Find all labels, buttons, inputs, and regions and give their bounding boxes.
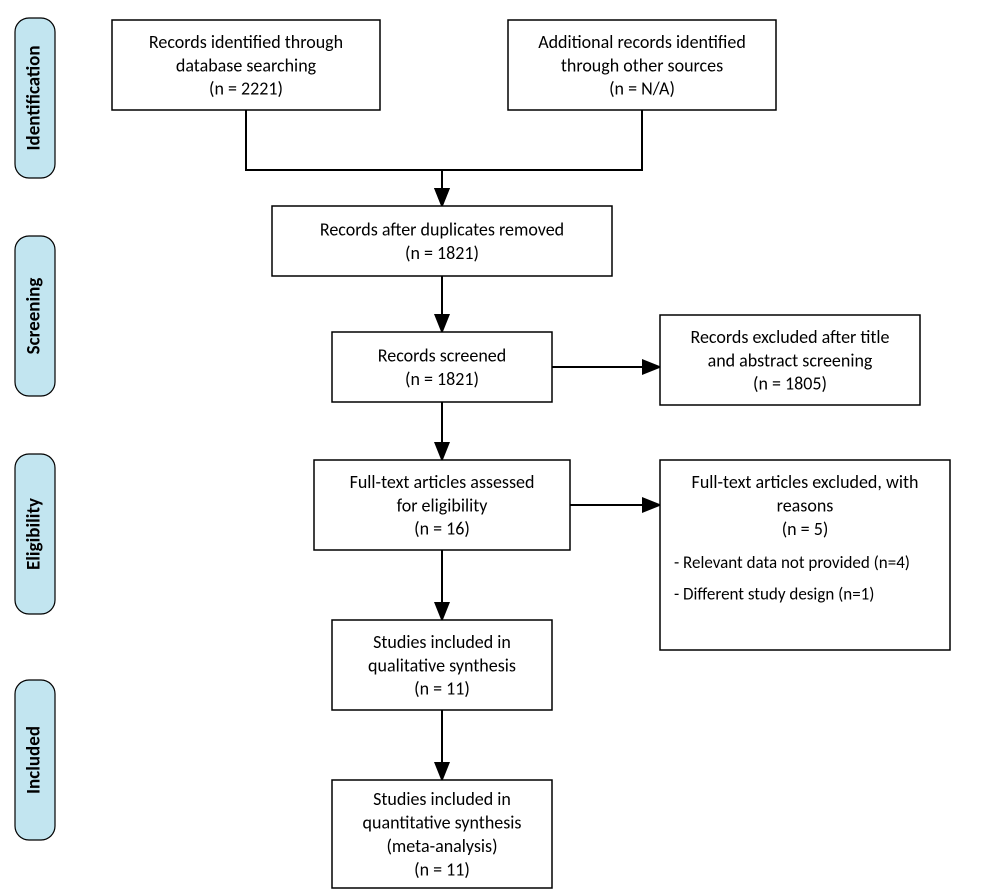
box-text: Records after duplicates removed — [320, 219, 564, 241]
box-text: Studies included in — [373, 631, 511, 653]
box-text: Full-text articles excluded, with — [692, 471, 919, 493]
box-text: (n = 16) — [414, 518, 470, 540]
box-text: (n = 1821) — [405, 242, 479, 264]
box-text: through other sources — [561, 54, 723, 76]
stage-eligibility: Eligibility — [15, 454, 55, 614]
box-text: Records screened — [378, 345, 506, 367]
box-fulltext: Full-text articles assessedfor eligibili… — [314, 460, 570, 550]
stage-included: Included — [15, 680, 55, 840]
box-text: (n = 5) — [782, 518, 829, 540]
box-qual: Studies included inqualitative synthesis… — [332, 620, 552, 710]
box-text: (n = 11) — [414, 858, 470, 880]
stage-label: Included — [23, 726, 46, 794]
stage-identification: Identification — [15, 18, 55, 178]
box-text: reasons — [777, 494, 834, 516]
box-text: database searching — [176, 54, 317, 76]
box-text: qualitative synthesis — [368, 654, 516, 676]
stage-label: Eligibility — [23, 498, 46, 570]
box-text: for eligibility — [397, 494, 489, 516]
box-text: (n = 1805) — [753, 373, 827, 395]
box-quant: Studies included inquantitative synthesi… — [332, 780, 552, 888]
box-text: (n = 2221) — [209, 78, 283, 100]
box-reason: - Relevant data not provided (n=4) — [674, 552, 910, 573]
box-text: Records excluded after title — [690, 326, 889, 348]
box-text: (n = 1821) — [405, 368, 479, 390]
box-text: Records identified through — [149, 31, 343, 53]
box-screened: Records screened(n = 1821) — [332, 332, 552, 402]
box-idDb: Records identified throughdatabase searc… — [112, 20, 380, 110]
box-text: and abstract screening — [708, 349, 873, 371]
box-text: Additional records identified — [538, 31, 746, 53]
stage-label: Identification — [23, 45, 46, 150]
box-excluded2: Full-text articles excluded, withreasons… — [660, 460, 950, 650]
stage-label: Screening — [23, 278, 46, 355]
box-text: (n = 11) — [414, 678, 470, 700]
box-text: (n = N/A) — [609, 78, 675, 100]
box-dedup: Records after duplicates removed(n = 182… — [272, 206, 612, 276]
box-text: Full-text articles assessed — [350, 471, 535, 493]
box-idOther: Additional records identifiedthrough oth… — [508, 20, 776, 110]
box-text: Studies included in — [373, 788, 511, 810]
stage-screening: Screening — [15, 236, 55, 396]
prisma-flowchart: Identification Screening Eligibility Includ… — [0, 0, 986, 895]
box-reason: - Different study design (n=1) — [674, 584, 874, 605]
box-text: quantitative synthesis — [363, 812, 522, 834]
arrow-idOther-to-dedup — [442, 110, 642, 206]
box-text: (meta-analysis) — [386, 835, 497, 857]
box-excluded1: Records excluded after titleand abstract… — [660, 315, 920, 405]
arrow-idDb-to-dedup — [246, 110, 442, 206]
